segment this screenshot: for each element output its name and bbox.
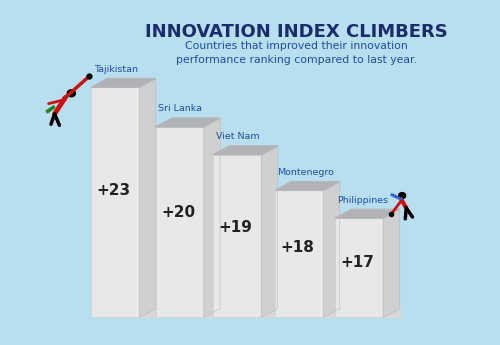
- Polygon shape: [156, 118, 220, 127]
- Text: Sri Lanka: Sri Lanka: [158, 105, 202, 114]
- Polygon shape: [324, 181, 340, 317]
- Text: +23: +23: [97, 183, 131, 198]
- Bar: [156, 127, 204, 317]
- Polygon shape: [140, 78, 156, 317]
- Bar: [276, 190, 324, 317]
- Polygon shape: [351, 308, 400, 317]
- Bar: [92, 87, 140, 317]
- Polygon shape: [108, 308, 156, 317]
- Polygon shape: [92, 78, 156, 87]
- Text: +18: +18: [281, 240, 314, 255]
- Text: +17: +17: [340, 255, 374, 270]
- Polygon shape: [384, 209, 400, 317]
- Text: Tajikistan: Tajikistan: [94, 65, 138, 74]
- Circle shape: [398, 193, 406, 199]
- Polygon shape: [276, 181, 340, 190]
- Polygon shape: [213, 146, 278, 155]
- Text: INNOVATION INDEX CLIMBERS: INNOVATION INDEX CLIMBERS: [144, 23, 448, 41]
- Text: Countries that improved their innovation
performance ranking compared to last ye: Countries that improved their innovation…: [176, 41, 416, 66]
- Text: +19: +19: [218, 220, 252, 235]
- Bar: [335, 218, 384, 317]
- Polygon shape: [172, 308, 220, 317]
- Polygon shape: [46, 106, 54, 113]
- Circle shape: [68, 90, 76, 97]
- Polygon shape: [204, 118, 220, 317]
- Text: Montenegro: Montenegro: [278, 168, 334, 177]
- Polygon shape: [335, 209, 400, 218]
- Text: Philippines: Philippines: [338, 196, 388, 205]
- Polygon shape: [292, 308, 340, 317]
- Text: +20: +20: [161, 205, 196, 220]
- Bar: [213, 155, 262, 317]
- Polygon shape: [230, 308, 278, 317]
- Text: Viet Nam: Viet Nam: [216, 132, 259, 141]
- Polygon shape: [262, 146, 278, 317]
